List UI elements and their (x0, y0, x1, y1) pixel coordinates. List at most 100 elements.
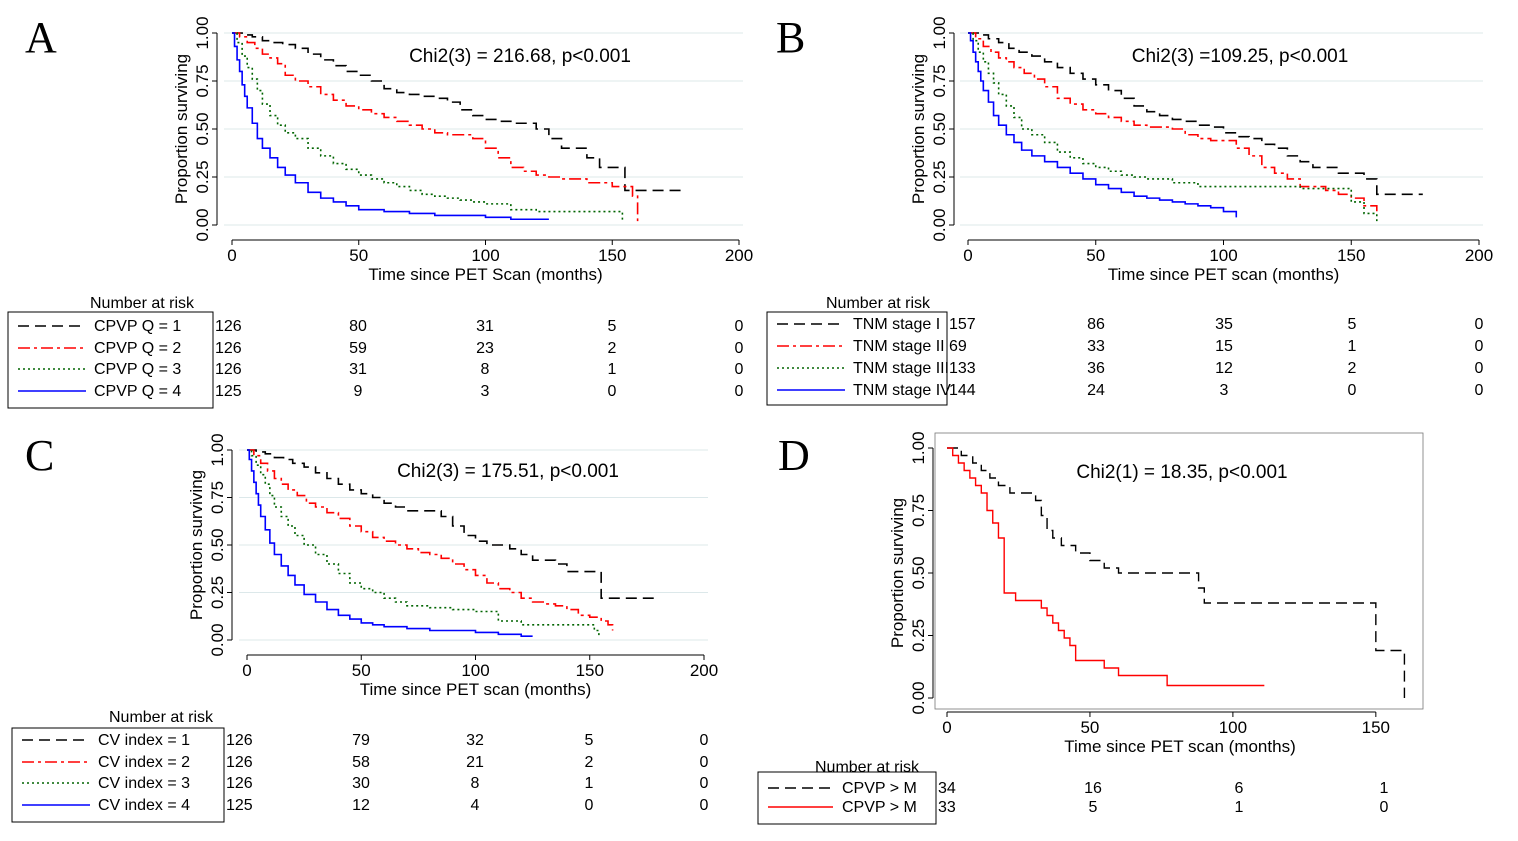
risk-count: 15 (1215, 338, 1233, 355)
x-tick-label: 0 (963, 246, 972, 265)
risk-count: 0 (1475, 382, 1484, 399)
legend-entry: CV index = 1 (98, 732, 190, 749)
y-tick-label: 0.25 (930, 160, 949, 193)
risk-count: 36 (1087, 360, 1105, 377)
risk-count: 1 (608, 361, 617, 378)
legend-entry: CPVP > M (842, 799, 917, 816)
risk-count: 58 (352, 754, 370, 771)
risk-count: 86 (1087, 316, 1105, 333)
y-tick-label: 0.25 (193, 160, 212, 193)
risk-count: 4 (471, 797, 480, 814)
risk-count: 24 (1087, 382, 1105, 399)
y-tick-label: 1.00 (930, 16, 949, 49)
x-axis-title: Time since PET scan (months) (360, 680, 591, 699)
x-axis-title: Time since PET Scan (months) (368, 265, 602, 284)
chi-square-annotation: Chi2(1) = 18.35, p<0.001 (1076, 462, 1287, 483)
risk-count: 5 (608, 318, 617, 335)
risk-count: 1 (1348, 338, 1357, 355)
risk-count: 79 (352, 732, 370, 749)
chi-square-annotation: Chi2(3) = 175.51, p<0.001 (397, 461, 619, 482)
legend-entry: TNM stage III (853, 360, 949, 377)
x-tick-label: 100 (1209, 246, 1237, 265)
risk-count: 6 (1235, 780, 1244, 797)
x-tick-label: 50 (352, 661, 371, 680)
x-tick-label: 150 (1337, 246, 1365, 265)
risk-count: 0 (1475, 338, 1484, 355)
x-tick-label: 150 (1362, 718, 1390, 737)
x-tick-label: 150 (598, 246, 626, 265)
y-tick-label: 1.00 (909, 431, 928, 464)
risk-count: 12 (1215, 360, 1233, 377)
risk-count: 0 (735, 361, 744, 378)
y-tick-label: 0.50 (930, 112, 949, 145)
survival-curve-3 (968, 32, 1378, 222)
risk-count: 1 (1380, 780, 1389, 797)
risk-table-title: Number at risk (109, 709, 214, 726)
legend-entry: CPVP Q = 4 (94, 383, 181, 400)
risk-count: 126 (215, 361, 242, 378)
risk-count: 0 (700, 754, 709, 771)
survival-curve-1 (232, 32, 684, 192)
legend-entry: CPVP Q = 3 (94, 361, 181, 378)
chi-square-annotation: Chi2(3) =109.25, p<0.001 (1132, 46, 1349, 67)
survival-curve-4 (232, 32, 549, 221)
y-tick-label: 0.75 (193, 64, 212, 97)
y-tick-label: 0.50 (909, 556, 928, 589)
y-tick-label: 0.00 (208, 623, 227, 656)
risk-count: 0 (1380, 799, 1389, 816)
x-tick-label: 50 (1086, 246, 1105, 265)
y-tick-label: 0.75 (909, 494, 928, 527)
risk-count: 32 (466, 732, 484, 749)
legend-entry: TNM stage I (853, 316, 940, 333)
risk-count: 157 (949, 316, 976, 333)
panel-letter: D (778, 431, 810, 480)
legend-entry: CV index = 4 (98, 797, 190, 814)
legend-entry: CPVP Q = 1 (94, 318, 181, 335)
y-tick-label: 0.50 (193, 112, 212, 145)
risk-count: 31 (476, 318, 494, 335)
risk-count: 0 (585, 797, 594, 814)
x-tick-label: 50 (349, 246, 368, 265)
risk-count: 0 (735, 318, 744, 335)
legend-box (7, 311, 214, 409)
risk-count: 5 (1348, 316, 1357, 333)
risk-count: 69 (949, 338, 967, 355)
risk-count: 3 (1220, 382, 1229, 399)
x-tick-label: 200 (1465, 246, 1493, 265)
risk-count: 126 (215, 340, 242, 357)
legend-entry: CPVP Q = 2 (94, 340, 181, 357)
risk-count: 16 (1084, 780, 1102, 797)
panel-letter: B (776, 13, 805, 62)
panel-letter: C (25, 431, 54, 480)
legend-box (11, 727, 225, 823)
x-tick-label: 200 (725, 246, 753, 265)
risk-count: 33 (938, 799, 956, 816)
risk-count: 133 (949, 360, 976, 377)
x-axis-title: Time since PET scan (months) (1064, 737, 1295, 756)
survival-curve-1 (947, 447, 1406, 698)
risk-count: 125 (215, 383, 242, 400)
x-tick-label: 100 (1219, 718, 1247, 737)
risk-count: 0 (700, 732, 709, 749)
risk-count: 34 (938, 780, 956, 797)
risk-count: 125 (226, 797, 253, 814)
risk-count: 1 (585, 775, 594, 792)
risk-count: 0 (700, 775, 709, 792)
x-tick-label: 150 (576, 661, 604, 680)
y-axis-title: Proportion surviving (187, 470, 206, 620)
x-tick-label: 0 (942, 718, 951, 737)
risk-count: 0 (608, 383, 617, 400)
y-axis-title: Proportion surviving (172, 54, 191, 204)
risk-count: 126 (215, 318, 242, 335)
risk-count: 31 (349, 361, 367, 378)
risk-count: 144 (949, 382, 976, 399)
risk-count: 8 (471, 775, 480, 792)
y-axis-title: Proportion surviving (909, 54, 928, 204)
y-tick-label: 0.75 (208, 481, 227, 514)
risk-count: 0 (1475, 360, 1484, 377)
y-tick-label: 0.75 (930, 64, 949, 97)
risk-count: 23 (476, 340, 494, 357)
